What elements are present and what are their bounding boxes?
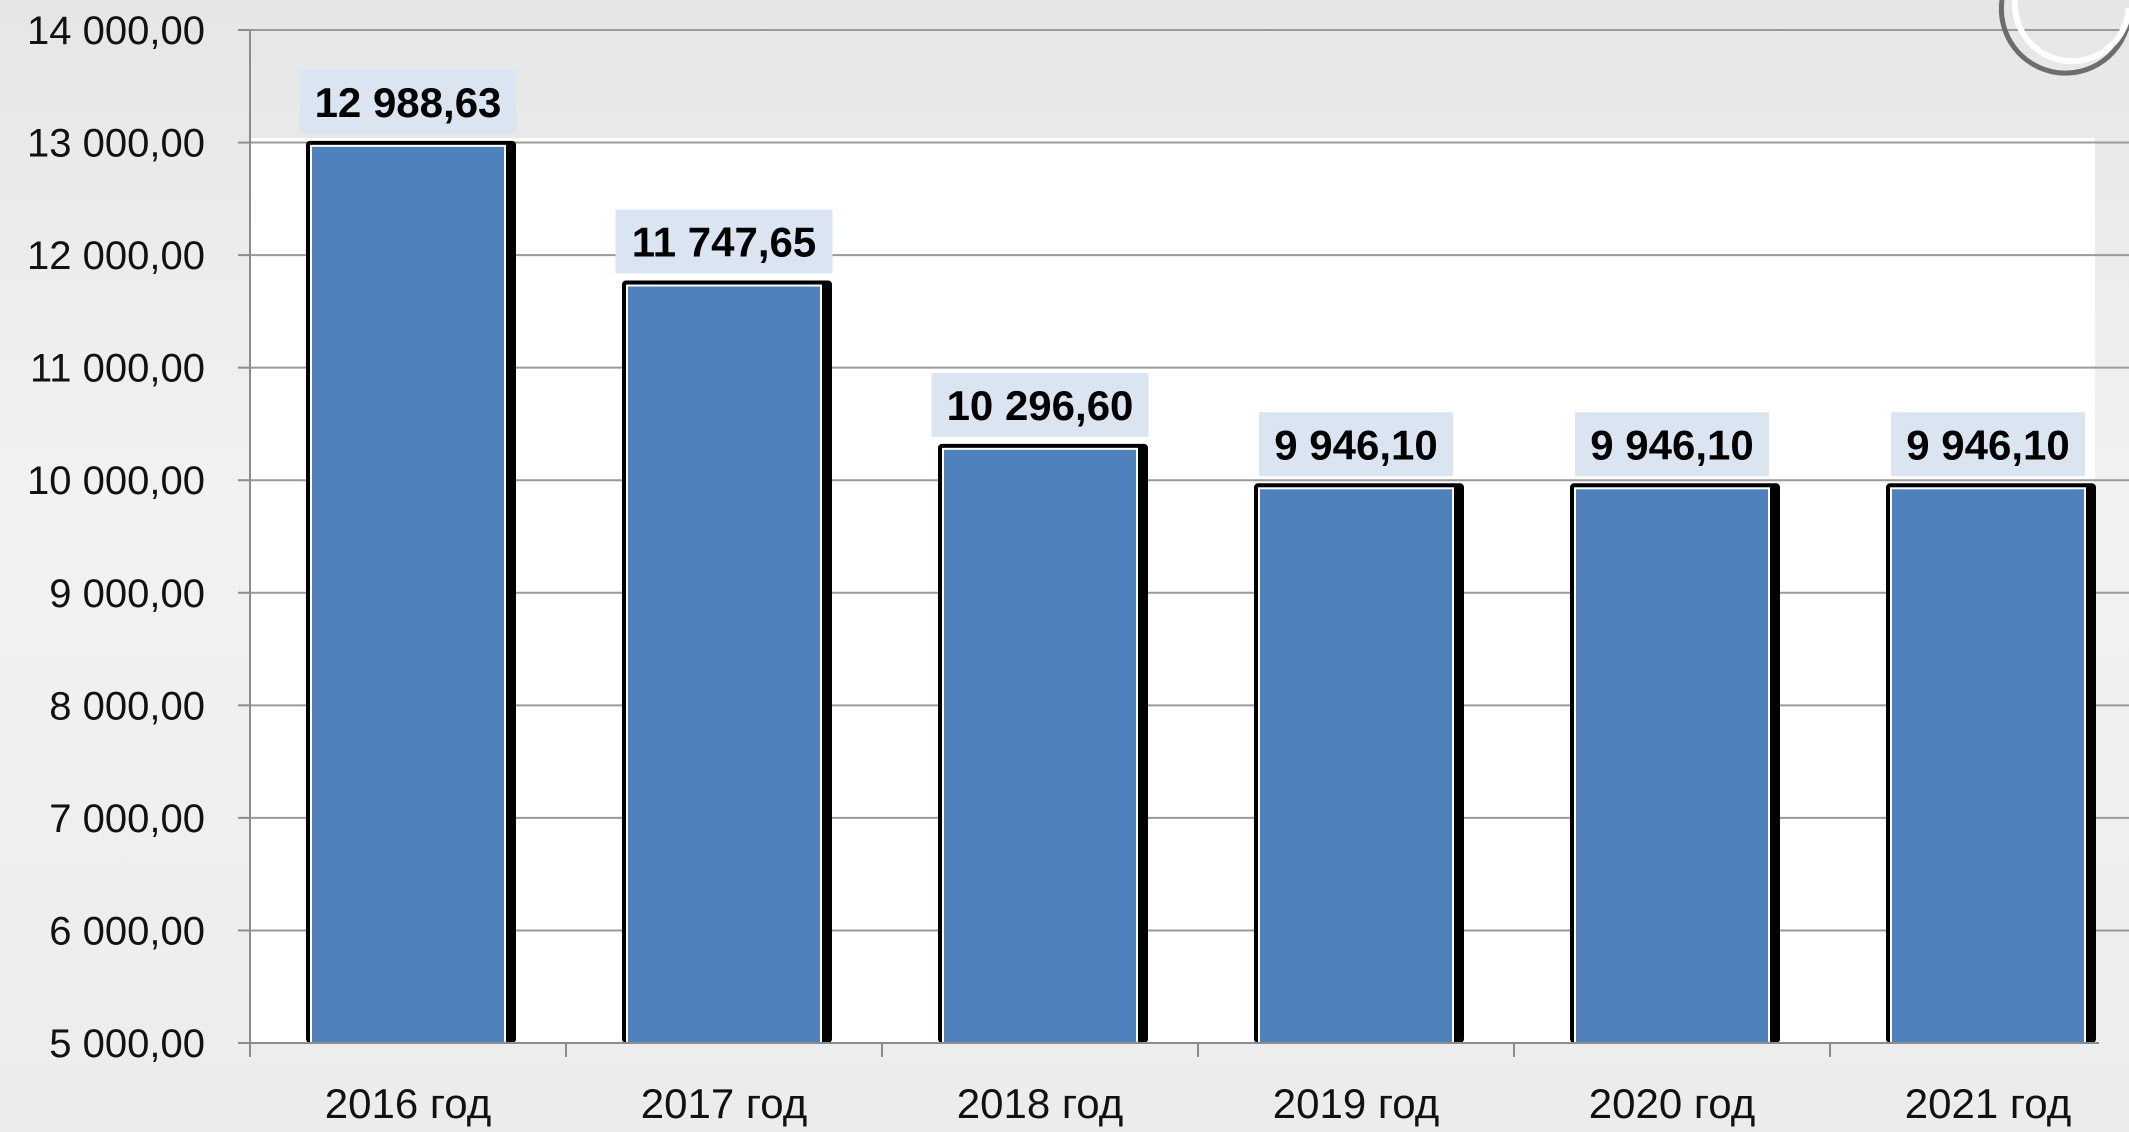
data-label: 10 296,60 (947, 382, 1134, 429)
y-tick-label: 9 000,00 (49, 572, 205, 616)
y-tick-label: 5 000,00 (49, 1022, 205, 1066)
data-label-background (1259, 412, 1453, 477)
data-label-background (1575, 412, 1769, 477)
bar (1574, 487, 1770, 1045)
y-tick-label: 10 000,00 (27, 459, 205, 503)
corner-emblem-icon (1998, 0, 2129, 76)
y-tick-label: 6 000,00 (49, 909, 205, 953)
y-tick-label: 8 000,00 (49, 684, 205, 728)
data-label: 9 946,10 (1590, 421, 1754, 468)
x-category-label: 2016 год (325, 1080, 491, 1127)
data-label-background (1891, 412, 2085, 477)
data-label-background (299, 69, 517, 134)
x-category-label: 2020 год (1589, 1080, 1755, 1127)
y-tick-label: 11 000,00 (30, 347, 205, 391)
bar (942, 447, 1138, 1044)
data-label: 9 946,10 (1274, 421, 1438, 468)
corner-emblem-highlight (2011, 0, 2129, 65)
x-category-label: 2018 год (957, 1080, 1123, 1127)
data-label: 12 988,63 (315, 79, 502, 126)
y-tick-label: 7 000,00 (49, 797, 205, 841)
data-label: 11 747,65 (632, 219, 817, 266)
bar (1258, 487, 1454, 1045)
bar (1890, 487, 2086, 1045)
data-label: 9 946,10 (1906, 421, 2070, 468)
x-category-label: 2017 год (641, 1080, 807, 1127)
x-category-label: 2021 год (1905, 1080, 2071, 1127)
y-tick-label: 13 000,00 (27, 122, 205, 166)
bar (626, 284, 822, 1044)
y-tick-label: 14 000,00 (27, 9, 205, 53)
data-label-background (615, 209, 833, 274)
data-label-background (931, 372, 1149, 437)
x-category-label: 2019 год (1273, 1080, 1439, 1127)
bar (310, 144, 506, 1044)
y-tick-label: 12 000,00 (27, 234, 205, 278)
plot-area (250, 138, 2095, 1043)
